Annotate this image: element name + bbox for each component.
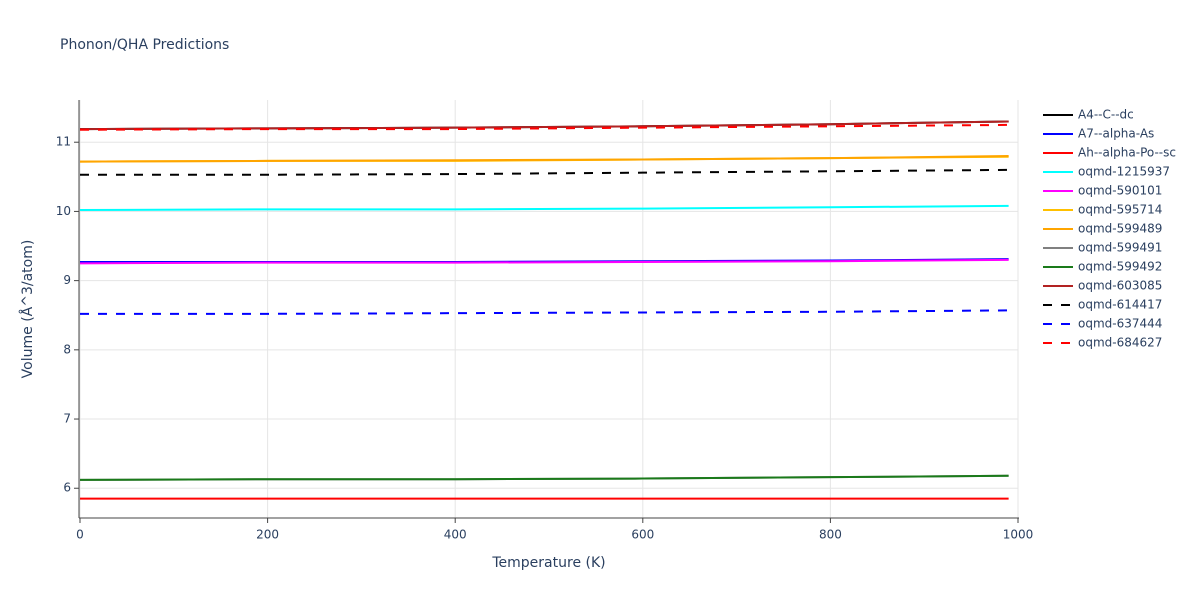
axes: 6 7 8 9 10 11 0 200 400 600 800 1000 — [56, 100, 1034, 542]
series-line — [79, 474, 1009, 481]
legend-label: oqmd-590101 — [1078, 184, 1162, 198]
x-axis-title: Temperature (K) — [491, 555, 605, 571]
legend: A4--C--dc A7--alpha-As Ah--alpha-Po--sc oqm… — [1043, 108, 1176, 350]
series-line — [79, 155, 1009, 163]
x-tick-label: 200 — [256, 528, 279, 542]
y-tick-label: 10 — [56, 204, 71, 218]
x-tick-label: 0 — [76, 528, 84, 542]
y-tick-label: 6 — [63, 481, 71, 495]
chart-title: Phonon/QHA Predictions — [60, 37, 229, 53]
legend-label: oqmd-614417 — [1078, 298, 1162, 312]
series-line — [79, 258, 1009, 265]
plot-lines — [79, 120, 1009, 500]
series-line — [80, 168, 1009, 176]
legend-label: oqmd-599491 — [1078, 241, 1162, 255]
x-tick-label: 600 — [631, 528, 654, 542]
legend-label: oqmd-599489 — [1078, 222, 1162, 236]
legend-label: oqmd-595714 — [1078, 203, 1162, 217]
y-tick-label: 7 — [63, 412, 71, 426]
legend-label: A7--alpha-As — [1078, 127, 1154, 141]
x-tick-label: 800 — [819, 528, 842, 542]
series-line — [80, 309, 1009, 315]
series-line — [79, 123, 1009, 131]
legend-label: oqmd-1215937 — [1078, 165, 1170, 179]
series-line — [79, 204, 1009, 212]
x-tick-label: 400 — [444, 528, 467, 542]
series-line — [79, 120, 1009, 131]
x-tick-label: 1000 — [1003, 528, 1034, 542]
legend-label: oqmd-599492 — [1078, 260, 1162, 274]
legend-label: oqmd-684627 — [1078, 336, 1162, 350]
y-tick-label: 9 — [63, 273, 71, 287]
legend-label: A4--C--dc — [1078, 108, 1134, 122]
y-axis-title: Volume (Å^3/atom) — [19, 240, 36, 379]
legend-label: Ah--alpha-Po--sc — [1078, 146, 1176, 160]
grid — [79, 100, 1019, 518]
y-tick-label: 11 — [56, 135, 71, 149]
y-tick-label: 8 — [63, 342, 71, 356]
legend-label: oqmd-603085 — [1078, 279, 1162, 293]
legend-label: oqmd-637444 — [1078, 317, 1162, 331]
